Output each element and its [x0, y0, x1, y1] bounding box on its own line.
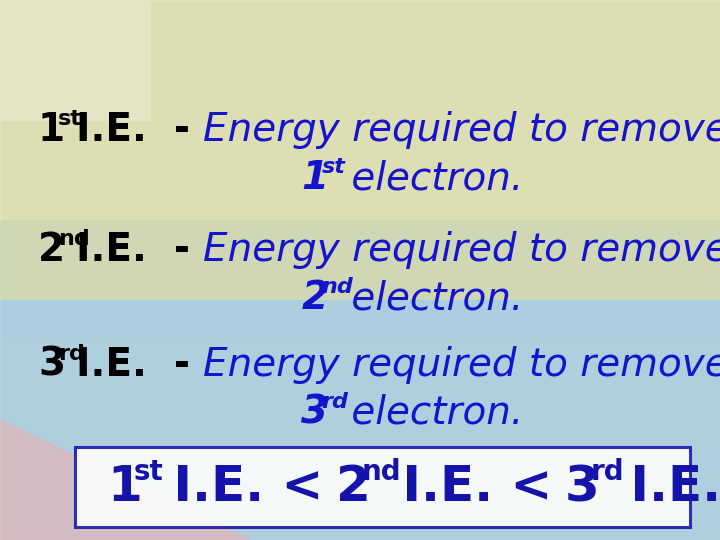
Text: 1: 1: [301, 159, 328, 197]
Text: rd: rd: [321, 393, 348, 413]
Text: rd: rd: [590, 458, 624, 486]
Text: nd: nd: [362, 458, 402, 486]
Text: 1: 1: [38, 111, 65, 149]
Text: electron.: electron.: [339, 394, 523, 432]
Text: I.E.  -: I.E. -: [76, 346, 203, 384]
Text: st: st: [58, 110, 82, 130]
Text: st: st: [133, 458, 163, 486]
Text: I.E. <: I.E. <: [156, 463, 341, 511]
Text: st: st: [321, 157, 345, 177]
Text: 3: 3: [38, 346, 65, 384]
Text: 1: 1: [107, 463, 143, 511]
Bar: [75, 447, 690, 527]
Text: 2: 2: [336, 463, 371, 511]
Polygon shape: [0, 420, 250, 540]
Text: Energy required to remove the: Energy required to remove the: [203, 346, 720, 384]
Bar: [0, 0, 720, 300]
Text: nd: nd: [321, 278, 353, 298]
Text: 3: 3: [301, 394, 328, 432]
Bar: [0, 220, 720, 340]
Text: I.E.  -: I.E. -: [76, 111, 203, 149]
Text: 3: 3: [564, 463, 600, 511]
Text: 2: 2: [301, 279, 328, 317]
Text: electron.: electron.: [339, 279, 523, 317]
Text: nd: nd: [58, 230, 90, 249]
Text: Energy required to remove the: Energy required to remove the: [203, 231, 720, 269]
Text: rd: rd: [58, 345, 85, 364]
Bar: [0, 300, 720, 540]
Text: I.E. <: I.E. <: [384, 463, 570, 511]
Text: I.E.  -: I.E. -: [76, 231, 203, 269]
Text: Energy required to remove the: Energy required to remove the: [203, 111, 720, 149]
Text: 2: 2: [38, 231, 65, 269]
Text: electron.: electron.: [339, 159, 523, 197]
Text: I.E.: I.E.: [613, 463, 720, 511]
Bar: [0, 0, 150, 120]
